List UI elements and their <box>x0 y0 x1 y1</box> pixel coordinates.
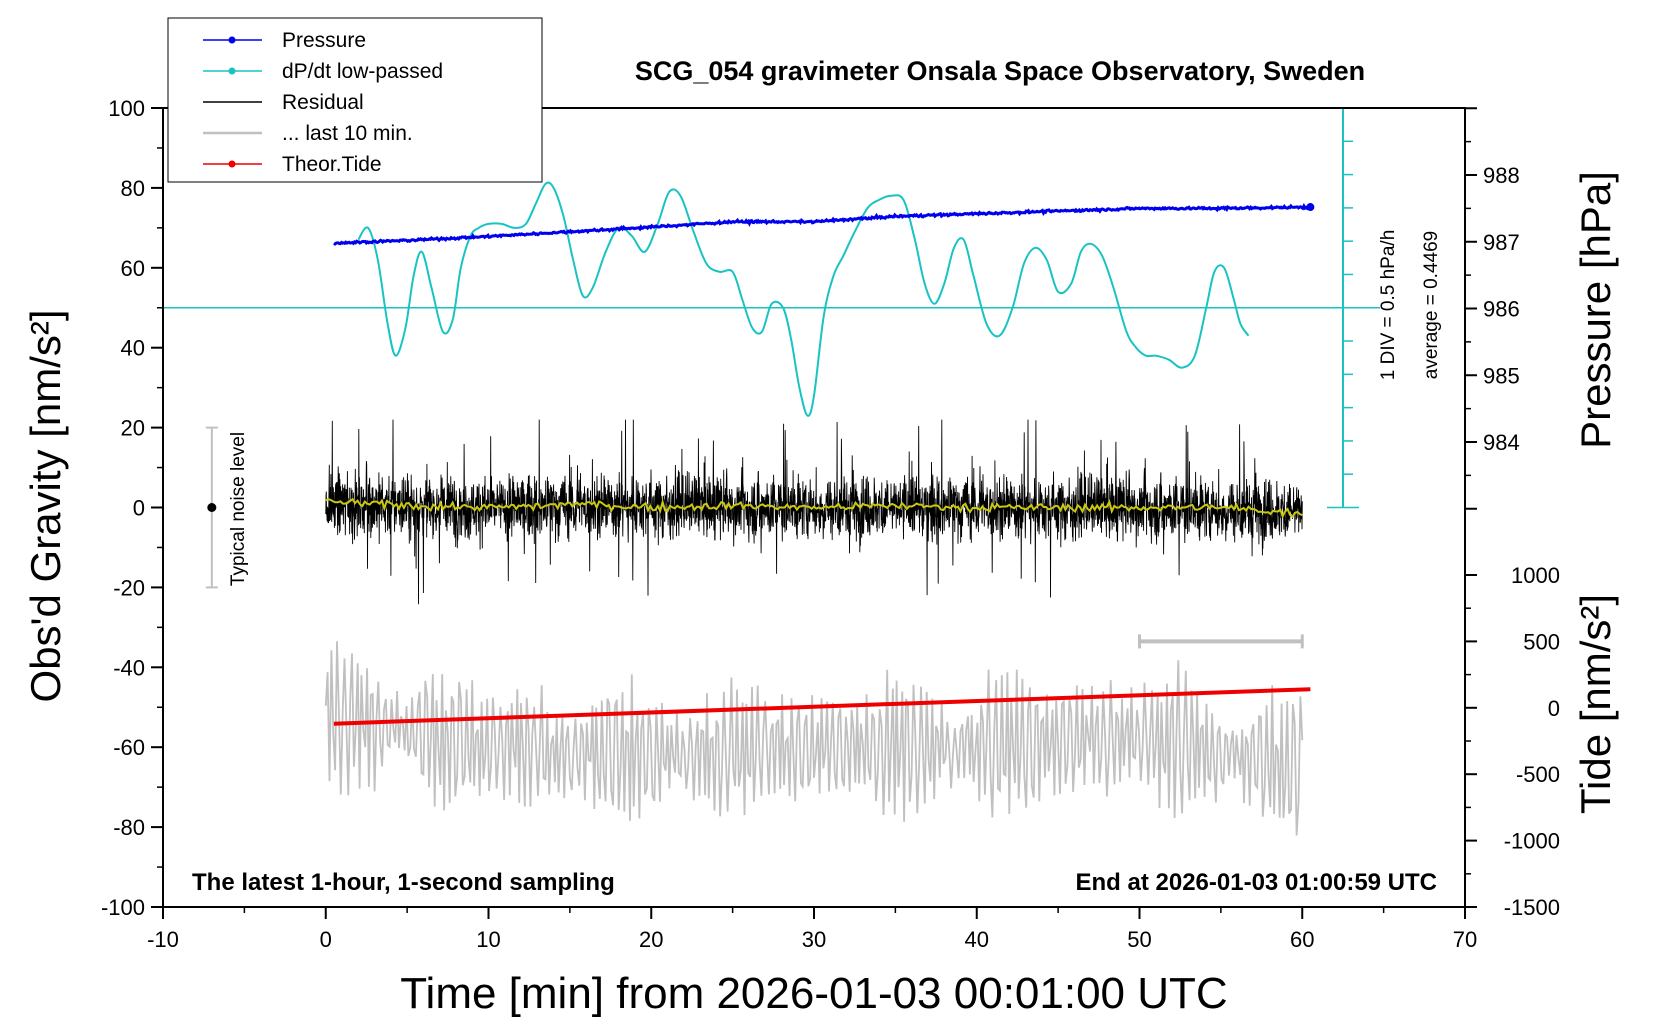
y-tick-label: -40 <box>113 655 145 680</box>
dpdt-series-line <box>357 181 1250 417</box>
x-tick-label: 10 <box>476 927 500 952</box>
tide-series-line <box>333 687 1311 726</box>
y-axis-gravity: -100 -80 -60 -40 -20 0 20 40 60 80 100 <box>101 96 163 920</box>
y-tick-label: 80 <box>121 176 145 201</box>
x-tick-label: 30 <box>802 927 826 952</box>
legend-label: Residual <box>282 91 364 114</box>
dpdt-scale-label: 1 DIV = 0.5 hPa/h <box>1378 230 1399 381</box>
x-tick-label: -10 <box>147 927 179 952</box>
y-axis-tide: -1500 -1000 -500 0 500 1000 <box>1465 563 1560 920</box>
y-tick-label: -80 <box>113 815 145 840</box>
legend-label: Pressure <box>282 29 366 52</box>
x-tick-label: 0 <box>320 927 332 952</box>
residual-smoothed-series-line <box>325 497 1303 519</box>
pressure-tick-label: 986 <box>1483 297 1520 322</box>
legend-label: Theor.Tide <box>282 153 382 176</box>
y-axis-pressure: 984 985 986 987 988 <box>1465 107 1520 510</box>
legend-marker <box>228 67 236 75</box>
legend-marker <box>228 36 236 44</box>
pressure-tick-label: 988 <box>1483 163 1520 188</box>
last10-series-line <box>324 641 1304 836</box>
x-axis-label: Time [min] from 2026-01-03 00:01:00 UTC <box>400 969 1227 1018</box>
y-tick-label: 40 <box>121 336 145 361</box>
x-tick-label: 70 <box>1453 927 1477 952</box>
y-tick-label: 20 <box>121 416 145 441</box>
tide-tick-label: 500 <box>1523 629 1560 654</box>
y-tick-label: -20 <box>113 575 145 600</box>
dpdt-average-label: average = 0.4469 <box>1421 231 1442 379</box>
tide-tick-label: -500 <box>1516 762 1560 787</box>
series-layer <box>163 181 1380 836</box>
y-axis-label-tide: Tide [nm/s²] <box>1572 594 1619 814</box>
pressure-end-marker <box>1306 203 1315 212</box>
y-axis-label-gravity: Obs'd Gravity [nm/s²] <box>22 309 69 702</box>
tide-tick-label: -1000 <box>1504 829 1560 854</box>
x-tick-label: 40 <box>965 927 989 952</box>
tide-tick-label: 1000 <box>1511 563 1560 588</box>
pressure-series-line <box>333 202 1311 246</box>
x-tick-label: 20 <box>639 927 663 952</box>
y-tick-label: 60 <box>121 256 145 281</box>
pressure-tick-label: 984 <box>1483 430 1520 455</box>
annotation-bottom-right: End at 2026-01-03 01:00:59 UTC <box>1076 869 1438 896</box>
x-tick-label: 50 <box>1127 927 1151 952</box>
y-tick-label: 0 <box>133 496 145 521</box>
pressure-tick-label: 987 <box>1483 230 1520 255</box>
annotation-bottom-left: The latest 1-hour, 1-second sampling <box>192 869 615 896</box>
legend-label: dP/dt low-passed <box>282 60 443 83</box>
tide-tick-label: 0 <box>1548 696 1560 721</box>
y-tick-label: -60 <box>113 735 145 760</box>
tide-tick-label: -1500 <box>1504 895 1560 920</box>
x-tick-label: 60 <box>1290 927 1314 952</box>
y-tick-label: 100 <box>108 96 145 121</box>
legend-marker <box>228 160 236 168</box>
chart-title: SCG_054 gravimeter Onsala Space Observat… <box>635 56 1365 86</box>
legend: Pressure dP/dt low-passed Residual ... last… <box>167 17 543 183</box>
legend-label: ... last 10 min. <box>282 122 413 145</box>
noise-level-label: Typical noise level <box>228 432 249 586</box>
y-axis-label-pressure: Pressure [hPa] <box>1572 171 1619 449</box>
pressure-tick-label: 985 <box>1483 363 1520 388</box>
noise-level-center <box>207 503 217 512</box>
y-tick-label: -100 <box>101 895 145 920</box>
legend-box <box>167 17 543 183</box>
residual-series-line <box>325 419 1303 605</box>
legend-items: Pressure dP/dt low-passed Residual ... last… <box>203 29 443 176</box>
x-axis: -10 0 10 20 30 40 50 60 70 <box>147 907 1477 952</box>
